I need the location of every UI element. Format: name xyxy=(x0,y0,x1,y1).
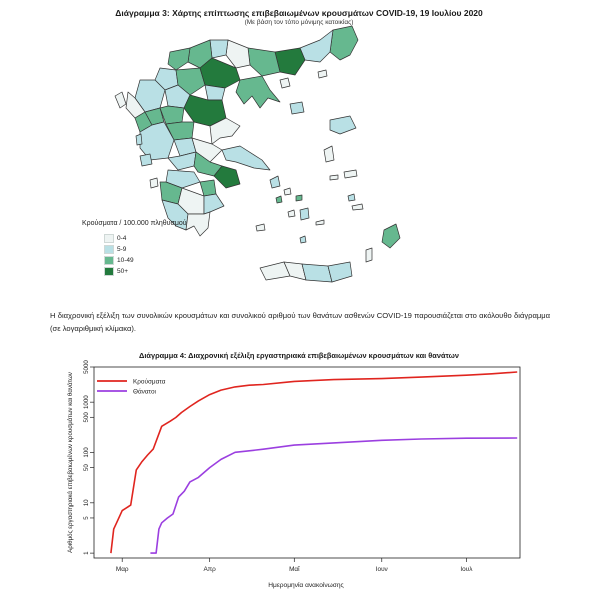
x-tick-label: Μαΐ xyxy=(289,565,300,573)
region-aitoloakarnania xyxy=(139,121,175,161)
region-chalkidiki xyxy=(235,75,281,109)
y-tick-label: 10 xyxy=(83,499,90,506)
region-korinthia xyxy=(199,179,217,197)
region-karpathos xyxy=(365,247,373,263)
region-rodos xyxy=(381,223,401,249)
region-kilkis xyxy=(209,39,229,59)
legend-label: 10-49 xyxy=(117,257,134,264)
region-kozani xyxy=(175,67,206,96)
legend-label-cases: Κρούσματα xyxy=(133,377,166,385)
x-tick-label: Απρ xyxy=(204,566,217,573)
region-fthiotida xyxy=(191,137,223,163)
region-lefkada xyxy=(135,133,143,146)
region-samos xyxy=(343,169,358,179)
region-argolida xyxy=(203,193,225,215)
y-tick-label: 5 xyxy=(83,516,90,520)
region-santorini xyxy=(299,235,307,244)
legend-swatch xyxy=(104,245,114,254)
y-tick-label: 500 xyxy=(83,412,90,423)
region-kalymnos xyxy=(347,193,356,202)
y-tick-label: 50 xyxy=(83,464,90,471)
region-irakleio xyxy=(301,263,333,283)
region-andros xyxy=(269,175,281,189)
legend-label: 0-4 xyxy=(117,235,127,242)
legend-swatch xyxy=(104,256,114,265)
legend-item-50-plus: 50+ xyxy=(104,267,128,276)
region-attiki xyxy=(213,165,241,189)
region-chios xyxy=(323,145,335,163)
region-evros xyxy=(329,25,359,61)
legend-item-0-4: 0-4 xyxy=(104,234,126,243)
map-legend-title: Κρούσματα / 100.000 πληθυσμού xyxy=(82,220,187,227)
body-paragraph: Η διαχρονική εξέλιξη των συνολικών κρουσ… xyxy=(50,311,550,333)
region-thasos xyxy=(279,77,291,89)
plot-frame xyxy=(93,366,521,559)
region-lasithi xyxy=(327,261,353,283)
series-line-cases xyxy=(110,371,518,554)
region-paros xyxy=(287,209,296,218)
legend-swatch xyxy=(104,267,114,276)
region-drama xyxy=(247,47,281,77)
region-lakonia xyxy=(185,211,211,237)
region-lesvos xyxy=(329,115,357,135)
region-milos xyxy=(255,223,266,232)
x-tick-label: Ιουν xyxy=(376,566,388,573)
region-pieria xyxy=(204,84,226,101)
region-kerkyra xyxy=(114,91,127,109)
region-zakynthos xyxy=(149,177,159,189)
legend-label: 50+ xyxy=(117,268,129,275)
series-line-deaths xyxy=(150,437,518,554)
region-evia xyxy=(221,145,271,171)
x-tick-label: Ιουλ xyxy=(460,566,473,573)
chart-title: Διάγραμμα 4: Διαχρονική εξέλιξη εργαστηρ… xyxy=(139,351,459,360)
map-title: Διάγραμμα 3: Χάρτης επίπτωσης επιβεβαιωμ… xyxy=(115,8,483,18)
legend-swatch xyxy=(104,234,114,243)
region-kefallinia xyxy=(139,153,153,167)
legend-label-deaths: Θάνατοι xyxy=(133,387,157,395)
y-tick-label: 1000 xyxy=(83,395,90,409)
region-mykonos xyxy=(295,194,303,202)
region-rodopi xyxy=(299,29,334,63)
region-limnos xyxy=(289,101,305,115)
legend-label: 5-9 xyxy=(117,246,127,253)
region-naxos xyxy=(299,207,310,221)
y-tick-label: 100 xyxy=(83,447,90,458)
y-axis-label: Αριθμός εργαστηριακά επιβεβαιωμένων κρου… xyxy=(67,372,74,553)
x-tick-label: Μαρ xyxy=(116,566,129,573)
y-tick-label: 5000 xyxy=(83,360,90,374)
region-florina xyxy=(167,47,191,71)
legend-item-5-9: 5-9 xyxy=(104,245,126,254)
region-serres xyxy=(225,39,251,69)
region-kos xyxy=(351,203,364,211)
region-tinos xyxy=(283,187,292,196)
region-amorgos xyxy=(315,219,325,226)
greece-incidence-map xyxy=(114,25,401,283)
map-subtitle: (Με βάση τον τόπο μόνιμης κατοικίας) xyxy=(244,19,354,26)
x-axis-label: Ημερομηνία ανακοίνωσης xyxy=(268,581,343,589)
region-samothraki xyxy=(317,69,328,79)
region-syros xyxy=(275,195,283,204)
region-ikaria xyxy=(329,174,339,181)
y-tick-label: 1 xyxy=(83,551,90,555)
region-trikala xyxy=(159,105,185,125)
region-achaia xyxy=(165,169,201,189)
legend-item-10-49: 10-49 xyxy=(104,256,134,265)
